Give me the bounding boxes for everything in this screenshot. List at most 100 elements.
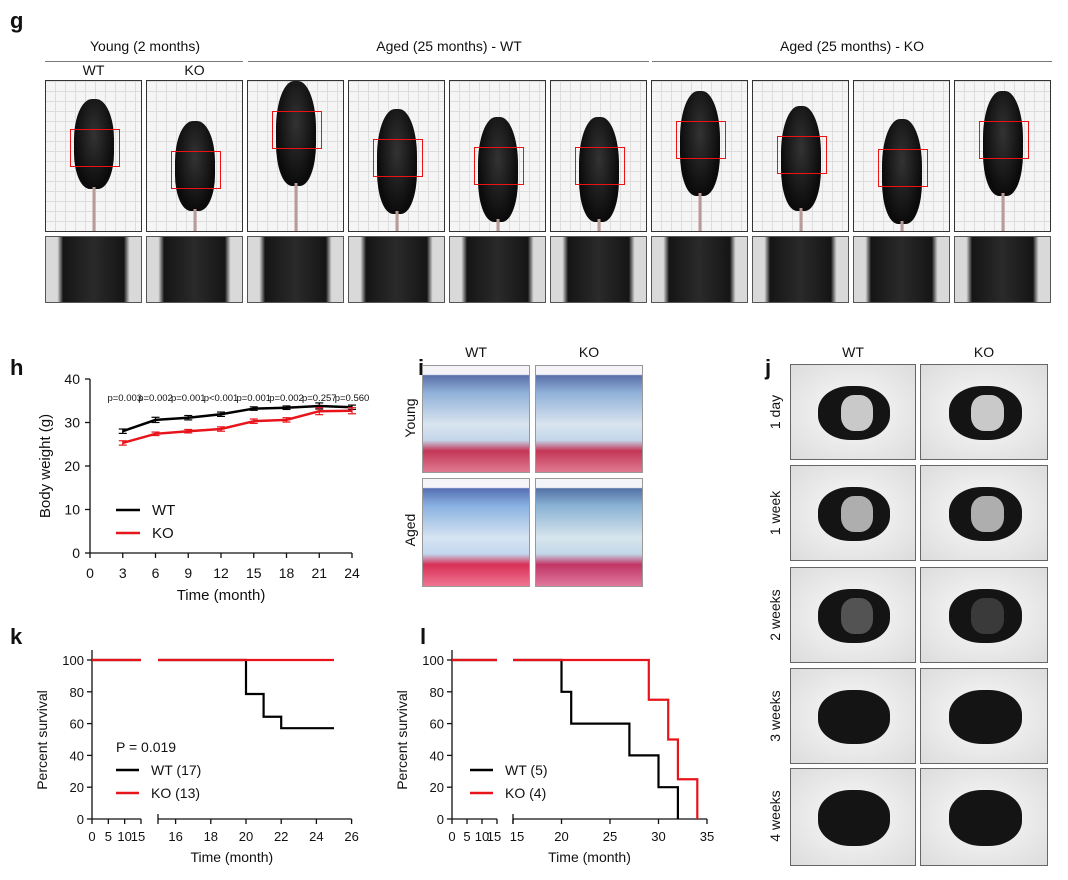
y-tick-label: 60: [70, 717, 84, 732]
zoom-region-box: [878, 149, 928, 187]
x-tick-label: 0: [448, 829, 455, 844]
panel-label-l: l: [420, 624, 427, 649]
wound-photo-wt-3: [790, 668, 916, 764]
x-tick-label: 15: [131, 829, 145, 844]
p-value-label: p=0.001: [171, 393, 206, 404]
zoom-region-box: [171, 151, 221, 189]
mouse: [818, 790, 891, 846]
legend-ko-label: KO: [152, 525, 174, 542]
mouse-photo-young-wt: [45, 80, 142, 232]
mouse: [275, 81, 316, 186]
mouse: [818, 689, 891, 745]
closeup-photo-aged-wt-2: [348, 236, 445, 303]
x-tick-label: 15: [246, 565, 262, 581]
survival-curve-wt: [513, 658, 680, 819]
x-tick-label: 10: [117, 829, 131, 844]
zoom-region-box: [777, 136, 827, 174]
x-tick-label: 12: [213, 565, 229, 581]
j-col-ko: KO: [973, 344, 995, 360]
y-axis-label: Body weight (g): [37, 414, 54, 518]
mouse: [818, 588, 891, 644]
x-tick-label: 3: [119, 565, 127, 581]
x-tick-label: 18: [279, 565, 295, 581]
mouse: [948, 790, 1022, 846]
x-tick-label: 10: [475, 829, 489, 844]
young-ko-label: KO: [184, 62, 205, 78]
closeup-photo-aged-wt-3: [449, 236, 546, 303]
y-tick-label: 10: [64, 502, 80, 518]
wound-photo-ko-2: [920, 567, 1048, 663]
tail: [698, 193, 701, 231]
y-tick-label: 80: [430, 685, 444, 700]
hair-regrowth-patch: [971, 598, 1005, 634]
histology-aged-ko: [535, 478, 643, 587]
y-tick-label: 0: [72, 545, 80, 561]
histology-aged-wt: [422, 478, 530, 587]
panel-label-h: h: [10, 355, 24, 380]
panel-label-k: k: [10, 624, 23, 649]
y-tick-label: 0: [77, 812, 84, 827]
hair-regrowth-patch: [971, 395, 1005, 431]
p-value-label: p=0.002: [269, 393, 304, 404]
x-tick-label: 15: [487, 829, 501, 844]
wound-photo-wt-0: [790, 364, 916, 460]
panel-label-i: i: [418, 355, 424, 381]
x-tick-label: 22: [274, 829, 288, 844]
panel-label-g: g: [10, 8, 24, 33]
mouse-photo-young-ko: [146, 80, 243, 232]
zoom-region-box: [373, 139, 423, 177]
series-line-wt: [122, 404, 353, 433]
tail: [395, 211, 398, 231]
x-tick-label: 30: [651, 829, 665, 844]
tail: [597, 219, 600, 231]
closeup-photo-young-wt: [45, 236, 142, 303]
zoom-region-box: [474, 147, 524, 185]
x-tick-label: 16: [168, 829, 182, 844]
y-tick-label: 30: [64, 415, 80, 431]
wound-photo-ko-3: [920, 668, 1048, 764]
mouse: [73, 99, 114, 189]
legend-wt-label: WT (17): [151, 762, 201, 778]
closeup-photo-aged-ko-1: [651, 236, 748, 303]
legend-wt-label: WT: [152, 502, 175, 519]
mouse-photo-aged-ko-4: [954, 80, 1051, 232]
mouse-photo-aged-wt-4: [550, 80, 647, 232]
wound-photo-ko-1: [920, 465, 1048, 561]
i-col-wt: WT: [465, 344, 487, 360]
young-wt-label: WT: [82, 62, 105, 78]
legend-ko-label: KO (4): [505, 785, 546, 801]
mouse: [948, 588, 1022, 644]
histology-young-wt: [422, 365, 530, 473]
mouse: [780, 106, 821, 211]
divider: [652, 61, 1052, 62]
closeup-photo-aged-ko-2: [752, 236, 849, 303]
mouse: [982, 91, 1023, 196]
p-value-label: p=0.257: [302, 393, 337, 404]
closeup-photo-aged-wt-4: [550, 236, 647, 303]
mouse-photo-aged-ko-1: [651, 80, 748, 232]
x-tick-label: 5: [463, 829, 470, 844]
tail: [799, 208, 802, 231]
zoom-region-box: [575, 147, 625, 185]
x-tick-label: 0: [86, 565, 94, 581]
x-tick-label: 5: [105, 829, 112, 844]
tail: [193, 209, 196, 231]
p-value-label: p=0.560: [335, 393, 370, 404]
x-tick-label: 6: [152, 565, 160, 581]
mouse: [948, 689, 1022, 745]
x-tick-label: 20: [554, 829, 568, 844]
mouse-photo-aged-wt-3: [449, 80, 546, 232]
divider: [45, 61, 243, 62]
group-aged-ko: Aged (25 months) - KO: [780, 38, 924, 54]
zoom-region-box: [272, 111, 322, 149]
x-tick-label: 15: [510, 829, 524, 844]
survival-curve-ko: [513, 658, 699, 819]
x-axis-label: Time (month): [548, 849, 631, 865]
y-tick-label: 40: [70, 748, 84, 763]
mouse-photo-aged-ko-2: [752, 80, 849, 232]
tail: [294, 183, 297, 231]
tail: [496, 219, 499, 231]
series-line-ko: [122, 409, 353, 445]
x-axis-label: Time (month): [190, 849, 273, 865]
